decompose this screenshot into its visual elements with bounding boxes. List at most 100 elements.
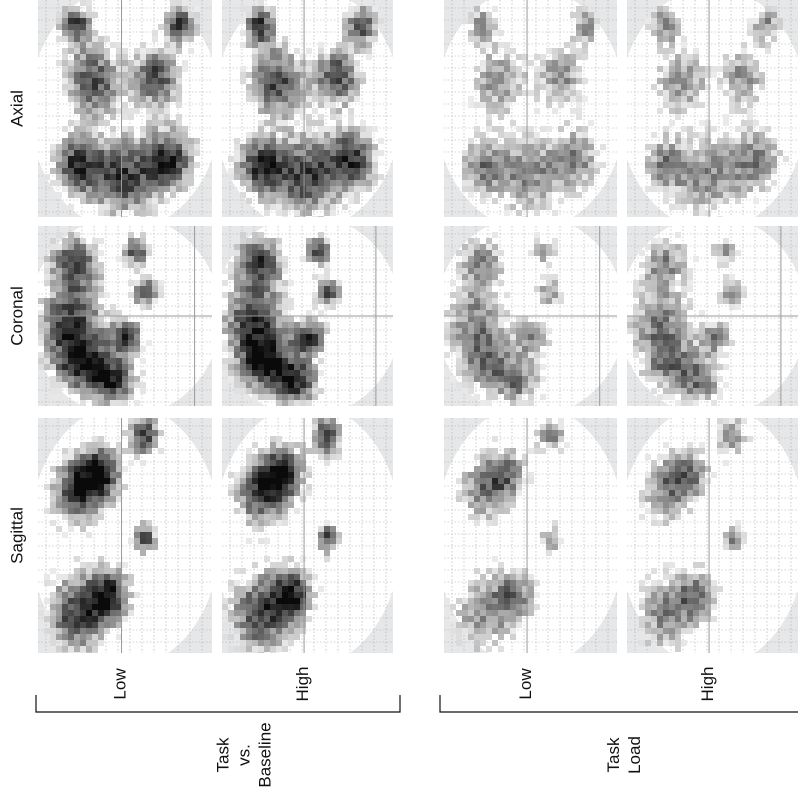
activation-cell <box>492 304 498 310</box>
activation-cell <box>264 292 270 298</box>
activation-cell <box>450 310 456 316</box>
activation-cell <box>669 30 675 36</box>
activation-cell <box>324 174 330 180</box>
activation-cell <box>56 340 62 346</box>
activation-cell <box>276 174 282 180</box>
activation-cell <box>122 358 128 364</box>
activation-cell <box>516 352 522 358</box>
activation-cell <box>354 18 360 24</box>
activation-cell <box>366 138 372 144</box>
activation-cell <box>699 198 705 204</box>
activation-cell <box>282 114 288 120</box>
activation-cell <box>312 150 318 156</box>
activation-cell <box>675 382 681 388</box>
activation-cell <box>723 186 729 192</box>
activation-cell <box>264 616 270 622</box>
activation-cell <box>306 490 312 496</box>
activation-cell <box>492 30 498 36</box>
activation-cell <box>56 292 62 298</box>
activation-cell <box>258 108 264 114</box>
activation-cell <box>462 376 468 382</box>
activation-cell <box>474 18 480 24</box>
activation-cell <box>693 352 699 358</box>
activation-cell <box>705 340 711 346</box>
activation-cell <box>675 400 681 406</box>
activation-cell <box>164 156 170 162</box>
activation-cell <box>681 42 687 48</box>
activation-cell <box>486 364 492 370</box>
activation-cell <box>110 394 116 400</box>
activation-cell <box>360 126 366 132</box>
activation-cell <box>318 96 324 102</box>
activation-cell <box>300 108 306 114</box>
activation-cell <box>252 292 258 298</box>
activation-cell <box>92 262 98 268</box>
activation-cell <box>74 78 80 84</box>
activation-cell <box>116 322 122 328</box>
activation-cell <box>480 48 486 54</box>
activation-cell <box>657 328 663 334</box>
activation-cell <box>462 316 468 322</box>
activation-cell <box>252 454 258 460</box>
activation-cell <box>258 232 264 238</box>
activation-cell <box>336 292 342 298</box>
activation-cell <box>86 150 92 156</box>
activation-cell <box>492 138 498 144</box>
activation-cell <box>74 568 80 574</box>
activation-cell <box>516 376 522 382</box>
activation-cell <box>128 244 134 250</box>
activation-cell <box>486 138 492 144</box>
activation-cell <box>98 388 104 394</box>
activation-cell <box>276 186 282 192</box>
activation-cell <box>92 382 98 388</box>
activation-cell <box>336 430 342 436</box>
activation-cell <box>546 144 552 150</box>
activation-cell <box>318 168 324 174</box>
activation-cell <box>104 322 110 328</box>
activation-cell <box>306 574 312 580</box>
activation-cell <box>705 322 711 328</box>
activation-cell <box>675 244 681 250</box>
activation-cell <box>504 60 510 66</box>
activation-cell <box>68 120 74 126</box>
activation-cell <box>258 646 264 652</box>
activation-cell <box>312 66 318 72</box>
activation-cell <box>486 96 492 102</box>
activation-cell <box>318 174 324 180</box>
activation-cell <box>681 310 687 316</box>
activation-cell <box>62 150 68 156</box>
activation-cell <box>164 90 170 96</box>
activation-cell <box>140 448 146 454</box>
activation-cell <box>164 180 170 186</box>
activation-cell <box>705 370 711 376</box>
activation-cell <box>62 24 68 30</box>
activation-cell <box>657 316 663 322</box>
activation-cell <box>80 108 86 114</box>
activation-cell <box>116 358 122 364</box>
activation-cell <box>462 162 468 168</box>
activation-cell <box>228 340 234 346</box>
activation-cell <box>188 12 194 18</box>
activation-cell <box>104 346 110 352</box>
activation-cell <box>264 586 270 592</box>
activation-cell <box>480 460 486 466</box>
activation-cell <box>122 448 128 454</box>
activation-cell <box>336 174 342 180</box>
activation-cell <box>228 358 234 364</box>
activation-cell <box>282 388 288 394</box>
activation-cell <box>558 84 564 90</box>
activation-cell <box>546 418 552 424</box>
activation-cell <box>128 114 134 120</box>
activation-cell <box>240 232 246 238</box>
activation-cell <box>300 574 306 580</box>
activation-cell <box>252 502 258 508</box>
activation-cell <box>324 292 330 298</box>
activation-cell <box>354 78 360 84</box>
activation-cell <box>152 138 158 144</box>
activation-cell <box>486 358 492 364</box>
activation-cell <box>80 238 86 244</box>
activation-cell <box>98 108 104 114</box>
activation-cell <box>294 84 300 90</box>
activation-cell <box>687 394 693 400</box>
activation-cell <box>645 168 651 174</box>
